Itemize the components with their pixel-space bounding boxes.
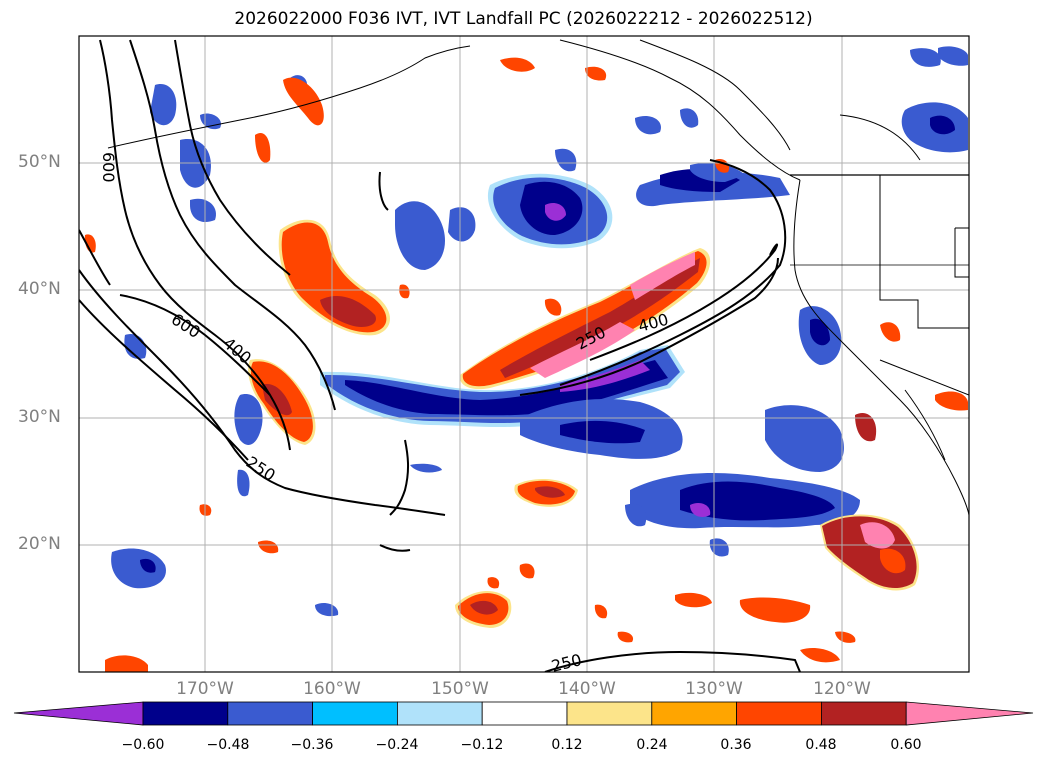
colorbar-swatch xyxy=(821,701,907,726)
lon-label-140w: 140°W xyxy=(558,679,616,699)
colorbar-swatch xyxy=(651,701,737,726)
colorbar-extend-left xyxy=(13,701,144,726)
coastlines xyxy=(107,39,969,516)
colorbar-tick: 0.12 xyxy=(551,737,583,753)
lon-label-160w: 160°W xyxy=(303,679,361,699)
colorbar-swatch xyxy=(736,701,822,726)
colorbar-swatch xyxy=(312,701,398,726)
ivt-contours xyxy=(79,39,801,672)
colorbar-tick: −0.36 xyxy=(290,737,334,753)
colorbar-tick: −0.12 xyxy=(460,737,504,753)
colorbar-tick: 0.36 xyxy=(720,737,752,753)
lon-label-150w: 150°W xyxy=(431,679,489,699)
colorbar-tick: −0.60 xyxy=(121,737,165,753)
graticule xyxy=(79,36,969,672)
contour-label-600-a: 600 xyxy=(99,152,118,183)
colorbar-tick: −0.48 xyxy=(206,737,250,753)
lat-label-40n: 40°N xyxy=(18,279,61,299)
map-content: 600 600 400 250 250 400 250 xyxy=(79,36,969,676)
lon-label-120w: 120°W xyxy=(813,679,871,699)
contour-label-250-c: 250 xyxy=(549,650,583,676)
lat-label-50n: 50°N xyxy=(18,152,61,172)
map-title: 2026022000 F036 IVT, IVT Landfall PC (20… xyxy=(234,9,813,29)
lon-label-130w: 130°W xyxy=(685,679,743,699)
colorbar-swatch xyxy=(396,701,483,726)
colorbar-swatch xyxy=(227,701,314,726)
colorbar-swatch xyxy=(142,701,229,726)
colorbar-swatch xyxy=(566,701,653,726)
colorbar xyxy=(13,701,1034,726)
colorbar-swatch xyxy=(481,701,568,726)
colorbar-tick: 0.48 xyxy=(805,737,837,753)
lat-label-30n: 30°N xyxy=(18,407,61,427)
colorbar-tick: −0.24 xyxy=(375,737,419,753)
negative-shading xyxy=(111,46,968,617)
lat-label-20n: 20°N xyxy=(18,534,61,554)
positive-shading xyxy=(84,57,968,672)
colorbar-extend-right xyxy=(905,701,1034,726)
colorbar-tick: 0.60 xyxy=(890,737,922,753)
map-frame xyxy=(78,35,970,673)
colorbar-tick: 0.24 xyxy=(636,737,668,753)
lon-label-170w: 170°W xyxy=(176,679,234,699)
